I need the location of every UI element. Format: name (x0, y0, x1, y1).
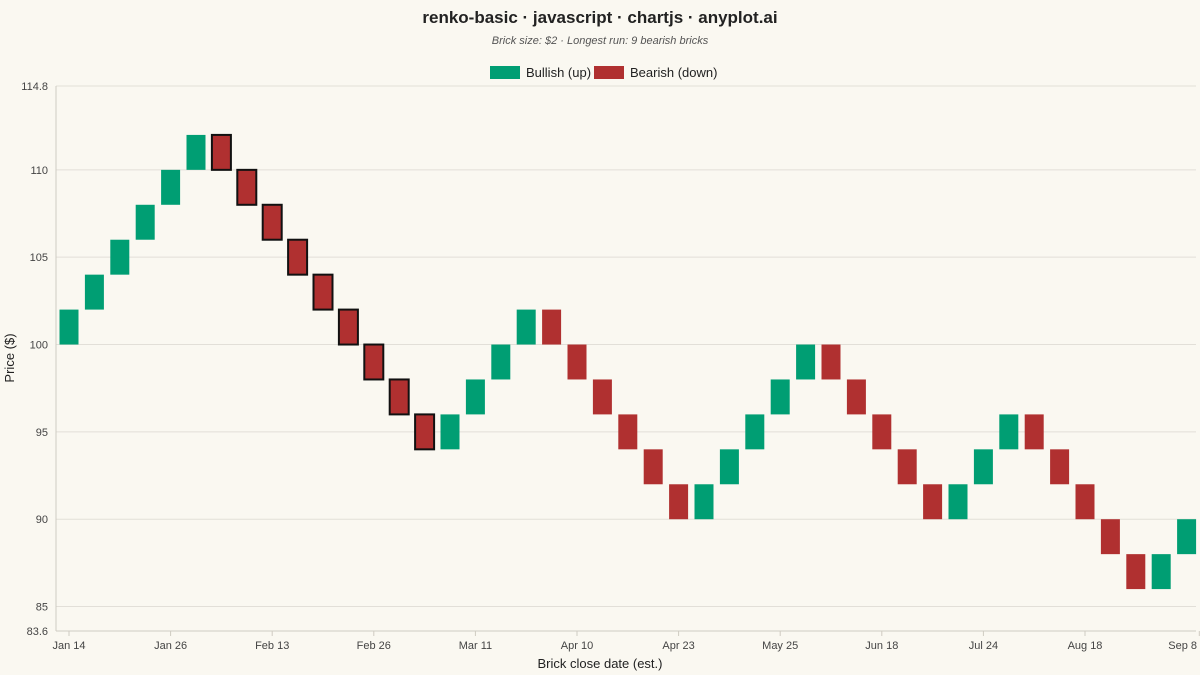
chart-title: renko-basic · javascript · chartjs · any… (422, 8, 777, 27)
y-tick-label: 110 (30, 165, 48, 177)
y-tick-label: 105 (30, 252, 48, 264)
brick-bullish (1177, 519, 1197, 555)
brick-bearish (1075, 484, 1095, 520)
y-tick-label: 83.6 (27, 626, 48, 638)
brick-bullish (186, 134, 206, 170)
brick-bullish (465, 379, 485, 415)
brick-bullish (973, 449, 993, 485)
legend-item-bearish[interactable]: Bearish (down) (594, 65, 717, 80)
brick-bearish (821, 344, 841, 380)
brick-bearish (846, 379, 866, 415)
brick-bullish (110, 239, 130, 275)
x-tick-label: May 25 (762, 640, 798, 652)
x-axis: Jan 14 Jan 26 Feb 13 Feb 26 Mar 11 Apr 10 Apr … (52, 630, 1200, 652)
brick-bullish (745, 414, 765, 450)
brick-bearish-longest-run (312, 273, 334, 311)
brick-bearish (643, 449, 663, 485)
brick-bearish (1100, 519, 1120, 555)
brick-bullish (796, 344, 816, 380)
legend-label-bullish: Bullish (up) (526, 65, 591, 80)
brick-bearish (567, 344, 587, 380)
brick-bullish (440, 414, 460, 450)
brick-bearish (618, 414, 638, 450)
brick-bullish (999, 414, 1019, 450)
brick-bearish (897, 449, 917, 485)
brick-bullish (719, 449, 739, 485)
brick-bullish (135, 204, 155, 240)
x-tick-label: Feb 13 (255, 640, 289, 652)
brick-bearish (592, 379, 612, 415)
brick-bearish (669, 484, 689, 520)
x-tick-label: Jan 26 (154, 640, 187, 652)
brick-bearish-longest-run (337, 308, 359, 346)
y-axis: 83.6 85 90 95 100 105 110 114.8 (21, 81, 57, 638)
brick-bullish (161, 169, 181, 205)
brick-bearish-longest-run (388, 378, 410, 416)
brick-bearish-longest-run (210, 133, 232, 171)
x-tick-label: Jan 14 (52, 640, 85, 652)
brick-bearish-longest-run (414, 413, 436, 451)
brick-bearish-longest-run (236, 168, 258, 206)
y-tick-label: 85 (36, 602, 48, 614)
brick-bullish (948, 484, 968, 520)
legend-label-bearish: Bearish (down) (630, 65, 717, 80)
brick-bearish (1024, 414, 1044, 450)
brick-bearish (872, 414, 892, 450)
brick-bullish (84, 274, 104, 310)
x-tick-label: Aug 18 (1068, 640, 1103, 652)
brick-bullish (770, 379, 790, 415)
y-axis-title: Price ($) (2, 333, 17, 382)
legend-swatch-bullish (490, 66, 520, 79)
bricks (59, 133, 1197, 590)
x-tick-label: Feb 26 (357, 640, 391, 652)
y-tick-label: 100 (30, 340, 48, 352)
legend[interactable]: Bullish (up) Bearish (down) (490, 65, 717, 80)
y-tick-label: 90 (36, 514, 48, 526)
brick-bearish (1050, 449, 1070, 485)
y-tick-label: 95 (36, 427, 48, 439)
x-tick-label: Mar 11 (459, 640, 492, 652)
x-axis-title: Brick close date (est.) (538, 656, 663, 671)
brick-bearish-longest-run (287, 238, 309, 276)
legend-swatch-bearish (594, 66, 624, 79)
x-tick-label: Jul 24 (969, 640, 998, 652)
x-tick-label: Apr 10 (561, 640, 593, 652)
brick-bearish-longest-run (363, 343, 385, 381)
brick-bullish (1151, 554, 1171, 590)
y-tick-label: 114.8 (21, 81, 48, 93)
brick-bearish (1126, 554, 1146, 590)
x-tick-label: Jun 18 (865, 640, 898, 652)
brick-bullish (516, 309, 536, 345)
legend-item-bullish[interactable]: Bullish (up) (490, 65, 591, 80)
brick-bullish (491, 344, 511, 380)
brick-bullish (694, 484, 714, 520)
brick-bearish (923, 484, 943, 520)
chart-subtitle: Brick size: $2 · Longest run: 9 bearish … (492, 35, 709, 47)
brick-bearish (542, 309, 562, 345)
brick-bullish (59, 309, 79, 345)
brick-bearish-longest-run (261, 203, 283, 241)
x-tick-label: Apr 23 (662, 640, 694, 652)
x-tick-label: Sep 8 (1168, 640, 1197, 652)
